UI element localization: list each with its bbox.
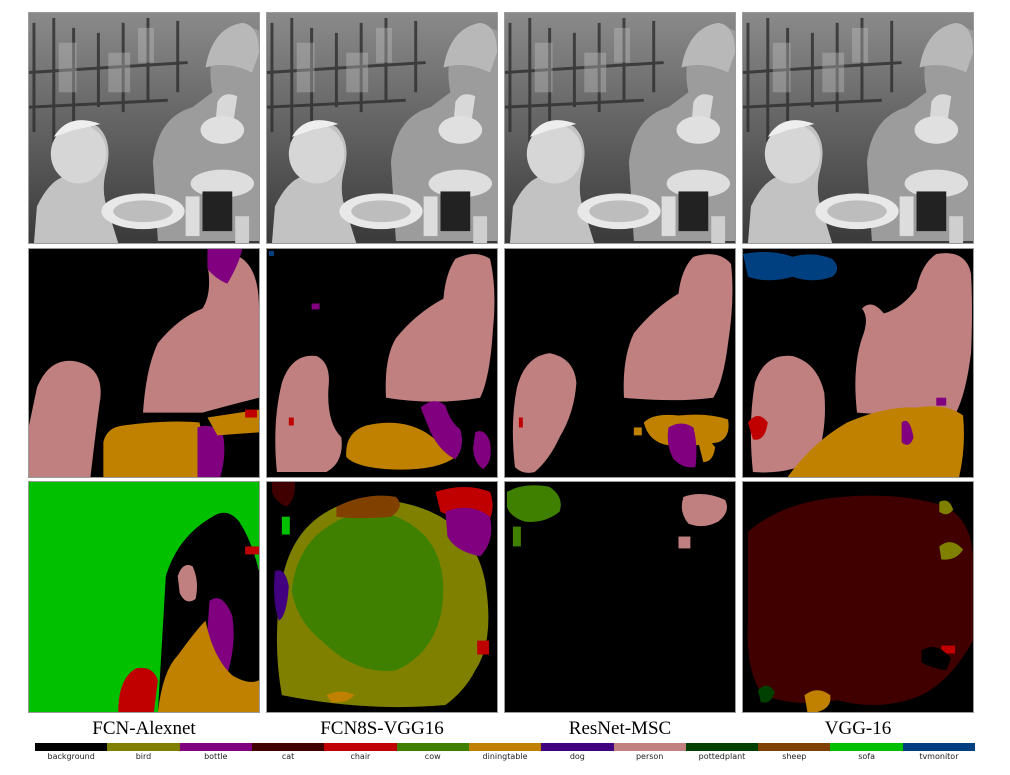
segmentation-clean-vgg-16	[742, 248, 974, 478]
segmentation-perturbed-resnet-msc	[504, 481, 736, 713]
seg-bottle-region	[936, 397, 947, 406]
seg-chair-region	[288, 417, 294, 426]
legend-swatch-pottedplant	[685, 743, 759, 751]
photo-vgg-16	[742, 12, 974, 244]
seg-dog-region	[274, 570, 289, 621]
legend-label-chair: chair	[350, 752, 371, 761]
seg-bird-region	[939, 542, 964, 560]
legend-label-row: background bird bottle cat chair cow diningtab…	[35, 751, 975, 763]
seg-person-region	[855, 253, 972, 416]
seg-diningtable-region	[698, 440, 716, 463]
legend-swatch-sofa	[830, 743, 903, 751]
seg-bottle-region	[420, 401, 462, 460]
caption-fcn8s-vgg16: FCN8S-VGG16	[320, 718, 444, 739]
seg-chair-region	[941, 645, 956, 654]
caption-resnet-msc: ResNet-MSC	[568, 718, 672, 739]
seg-person-region	[143, 253, 259, 413]
seg-bottle-region	[667, 423, 697, 468]
seg-chair-region	[518, 417, 523, 428]
legend-swatch-background	[35, 743, 108, 751]
legend-color-bar	[35, 743, 976, 751]
photo-fcn8s-vgg16	[266, 12, 498, 244]
seg-cat-region	[747, 495, 973, 706]
class-color-legend: background bird bottle cat chair cow diningtab…	[35, 743, 976, 773]
legend-label-background: background	[47, 752, 95, 761]
seg-person-region	[385, 253, 495, 402]
legend-label-bird: bird	[135, 752, 152, 761]
legend-label-sheep: sheep	[782, 752, 807, 761]
legend-label-sofa: sofa	[858, 752, 875, 761]
seg-diningtable-region	[804, 690, 831, 712]
seg-bottle-region	[473, 431, 491, 470]
seg-bottle-region	[207, 249, 243, 284]
seg-bottle-region	[901, 420, 914, 445]
legend-label-bottle: bottle	[204, 752, 228, 761]
segmentation-clean-fcn-alexnet	[28, 248, 260, 478]
seg-diningtable-region	[326, 691, 355, 703]
caption-vgg-16: VGG-16	[824, 718, 892, 739]
seg-person-region	[29, 360, 101, 477]
legend-swatch-dog	[541, 743, 614, 751]
seg-chair-region	[477, 640, 490, 655]
seg-person-region	[750, 355, 825, 473]
seg-diningtable-region	[346, 422, 456, 470]
legend-label-cat: cat	[281, 752, 295, 761]
photo-fcn-alexnet	[28, 12, 260, 244]
seg-cat-region	[271, 482, 296, 507]
legend-swatch-diningtable	[468, 743, 542, 751]
seg-diningtable-region	[787, 406, 964, 477]
seg-chair-region	[245, 546, 259, 555]
legend-label-person: person	[635, 752, 664, 761]
seg-cow-region	[506, 485, 561, 522]
seg-cow-region	[512, 526, 521, 547]
photo-resnet-msc	[504, 12, 736, 244]
seg-pottedplant-region	[757, 685, 775, 703]
seg-tvmonitor-region	[268, 250, 274, 256]
seg-person-region	[678, 536, 691, 549]
segmentation-clean-fcn8s-vgg16	[266, 248, 498, 478]
seg-person-region	[623, 254, 733, 401]
seg-bottle-region	[311, 303, 320, 310]
seg-bottle-region	[197, 425, 225, 477]
seg-person-region	[177, 565, 197, 602]
legend-swatch-bird	[107, 743, 180, 751]
seg-sofa-region	[281, 516, 290, 535]
legend-swatch-cow	[396, 743, 469, 751]
seg-tvmonitor-region	[743, 252, 838, 281]
seg-person-region	[512, 353, 577, 473]
seg-chair-region	[747, 416, 768, 440]
seg-person-region	[681, 494, 727, 527]
seg-bottle-region	[445, 507, 492, 557]
seg-chair-region	[118, 667, 158, 712]
legend-label-tvmonitor: tvmonitor	[919, 752, 959, 761]
seg-diningtable-region	[157, 620, 259, 712]
seg-cow-region	[291, 512, 444, 671]
seg-person-region	[275, 355, 342, 473]
legend-label-pottedplant: pottedplant	[698, 752, 746, 761]
seg-chair-region	[245, 409, 258, 418]
segmentation-perturbed-fcn8s-vgg16	[266, 481, 498, 713]
seg-diningtable-region	[103, 421, 203, 477]
legend-label-dog: dog	[569, 752, 585, 761]
seg-sheep-region	[336, 495, 400, 519]
seg-bottle-region	[207, 598, 234, 681]
segmentation-perturbed-vgg-16	[742, 481, 974, 713]
legend-swatch-sheep	[758, 743, 831, 751]
legend-label-diningtable: diningtable	[482, 752, 528, 761]
legend-label-cow: cow	[424, 752, 441, 761]
legend-swatch-chair	[324, 743, 397, 751]
segmentation-perturbed-fcn-alexnet	[28, 481, 260, 713]
seg-diningtable-region	[633, 427, 642, 436]
legend-swatch-cat	[251, 743, 325, 751]
caption-fcn-alexnet: FCN-Alexnet	[92, 718, 196, 739]
seg-bird-region	[939, 500, 954, 515]
legend-swatch-tvmonitor	[902, 743, 976, 751]
legend-swatch-person	[613, 743, 686, 751]
segmentation-clean-resnet-msc	[504, 248, 736, 478]
legend-swatch-bottle	[179, 743, 252, 751]
